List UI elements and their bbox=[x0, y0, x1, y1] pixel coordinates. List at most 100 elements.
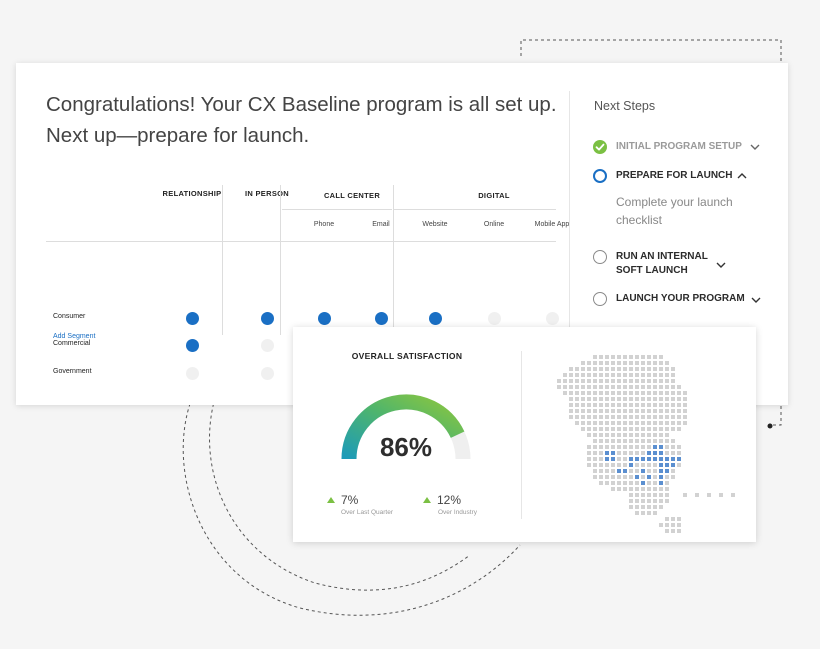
header-divider bbox=[46, 241, 556, 242]
map-dot bbox=[623, 397, 627, 401]
step-run-internal-soft-launch[interactable]: RUN AN INTERNAL SOFT LAUNCH bbox=[616, 250, 708, 278]
step-label-line-1: RUN AN INTERNAL bbox=[616, 251, 708, 262]
map-dot bbox=[665, 469, 669, 473]
map-dot bbox=[599, 367, 603, 371]
chevron-down-icon[interactable] bbox=[750, 142, 760, 152]
add-segment-link[interactable]: Add Segment bbox=[53, 333, 96, 340]
channel-group-header: IN PERSON bbox=[245, 189, 289, 198]
map-dot bbox=[641, 391, 645, 395]
map-dot bbox=[629, 493, 633, 497]
map-dot bbox=[611, 469, 615, 473]
headline-line-1: Congratulations! Your CX Baseline progra… bbox=[46, 93, 557, 116]
segment-channel-dot[interactable] bbox=[260, 338, 274, 352]
segment-channel-dot[interactable] bbox=[185, 338, 199, 352]
map-dot bbox=[569, 373, 573, 377]
map-dot bbox=[647, 391, 651, 395]
map-dot bbox=[581, 367, 585, 371]
map-dot bbox=[587, 457, 591, 461]
map-dot bbox=[647, 439, 651, 443]
segment-channel-dot[interactable] bbox=[428, 311, 442, 325]
map-dot bbox=[587, 427, 591, 431]
map-dot bbox=[659, 445, 663, 449]
segment-channel-dot[interactable] bbox=[185, 311, 199, 325]
map-dot bbox=[659, 391, 663, 395]
map-dot bbox=[677, 457, 681, 461]
channel-group-header: CALL CENTER bbox=[323, 191, 381, 200]
triangle-up-icon bbox=[423, 497, 431, 503]
map-dot bbox=[611, 373, 615, 377]
map-dot bbox=[647, 487, 651, 491]
step-initial-program-setup[interactable]: INITIAL PROGRAM SETUP bbox=[616, 141, 742, 152]
segment-channel-dot[interactable] bbox=[374, 311, 388, 325]
segment-channel-dot[interactable] bbox=[545, 311, 559, 325]
map-dot bbox=[587, 373, 591, 377]
map-dot bbox=[605, 373, 609, 377]
chevron-up-icon[interactable] bbox=[737, 171, 747, 181]
step-launch-your-program[interactable]: LAUNCH YOUR PROGRAM bbox=[616, 293, 745, 304]
map-dot bbox=[659, 355, 663, 359]
map-dot bbox=[635, 421, 639, 425]
map-dot bbox=[599, 355, 603, 359]
map-dot bbox=[635, 379, 639, 383]
map-dot bbox=[593, 385, 597, 389]
map-dot bbox=[695, 493, 699, 497]
chevron-down-icon[interactable] bbox=[716, 260, 726, 270]
map-dot bbox=[605, 457, 609, 461]
map-dot bbox=[617, 427, 621, 431]
map-dot bbox=[635, 397, 639, 401]
map-dot bbox=[587, 361, 591, 365]
map-dot bbox=[611, 415, 615, 419]
map-dot bbox=[641, 511, 645, 515]
map-dot bbox=[647, 457, 651, 461]
segment-channel-dot[interactable] bbox=[260, 366, 274, 380]
map-dot bbox=[581, 397, 585, 401]
map-dot bbox=[677, 421, 681, 425]
map-dot bbox=[557, 379, 561, 383]
next-steps-title: Next Steps bbox=[594, 99, 656, 113]
map-dot bbox=[659, 403, 663, 407]
map-dot bbox=[605, 391, 609, 395]
chevron-down-icon[interactable] bbox=[751, 295, 761, 305]
map-dot bbox=[617, 415, 621, 419]
steps-divider bbox=[569, 91, 570, 327]
map-dot bbox=[617, 367, 621, 371]
map-dot bbox=[641, 409, 645, 413]
map-dot bbox=[665, 373, 669, 377]
map-dot bbox=[641, 397, 645, 401]
map-dot bbox=[623, 463, 627, 467]
map-dot bbox=[653, 367, 657, 371]
map-dot bbox=[569, 415, 573, 419]
delta-value: 7% bbox=[341, 493, 359, 507]
map-dot bbox=[623, 439, 627, 443]
map-dot bbox=[683, 409, 687, 413]
segment-channel-dot[interactable] bbox=[317, 311, 331, 325]
map-dot bbox=[677, 445, 681, 449]
map-dot bbox=[617, 379, 621, 383]
segment-channel-dot[interactable] bbox=[185, 366, 199, 380]
map-dot bbox=[605, 427, 609, 431]
map-dot bbox=[653, 439, 657, 443]
map-dot bbox=[605, 481, 609, 485]
map-dot bbox=[575, 421, 579, 425]
map-dot bbox=[653, 379, 657, 383]
empty-circle-icon bbox=[593, 250, 607, 264]
map-dot bbox=[617, 433, 621, 437]
map-dot bbox=[665, 451, 669, 455]
map-dot bbox=[593, 469, 597, 473]
map-dot bbox=[683, 415, 687, 419]
segment-channel-dot[interactable] bbox=[487, 311, 501, 325]
map-dot bbox=[659, 487, 663, 491]
channel-subcolumn-header: Website bbox=[422, 221, 448, 228]
map-dot bbox=[659, 463, 663, 467]
map-dot bbox=[653, 451, 657, 455]
map-dot bbox=[665, 391, 669, 395]
map-dot bbox=[623, 415, 627, 419]
step-prepare-for-launch[interactable]: PREPARE FOR LAUNCH bbox=[616, 170, 733, 181]
map-dot bbox=[629, 475, 633, 479]
map-dot bbox=[617, 397, 621, 401]
map-dot bbox=[629, 427, 633, 431]
map-dot bbox=[575, 397, 579, 401]
map-dot bbox=[659, 475, 663, 479]
map-dot bbox=[605, 355, 609, 359]
segment-channel-dot[interactable] bbox=[260, 311, 274, 325]
